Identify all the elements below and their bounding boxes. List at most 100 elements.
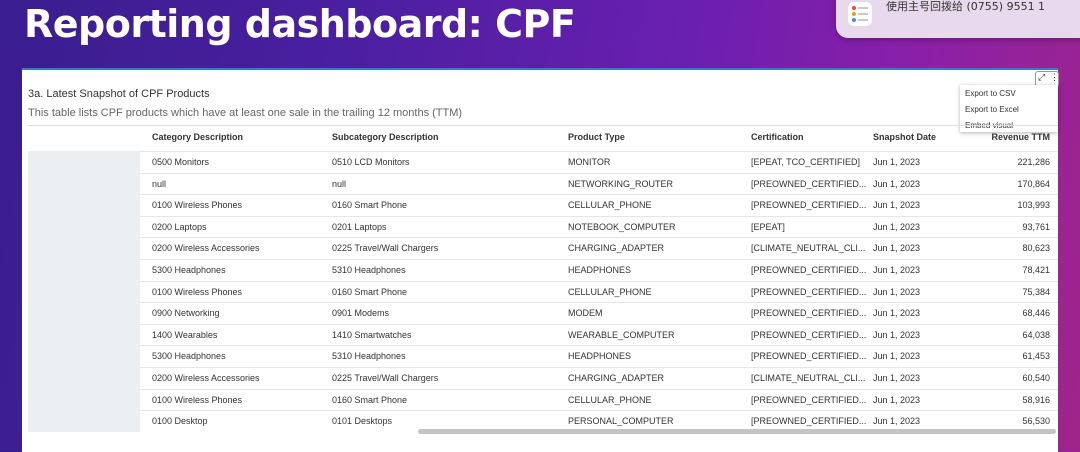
cell-category: 0100 Wireless Phones: [152, 286, 243, 297]
cell-subcategory: 0510 LCD Monitors: [332, 157, 410, 167]
slide-title: Reporting dashboard: CPF: [24, 2, 576, 46]
column-header-product-type[interactable]: Product Type: [568, 132, 625, 142]
cell-product-type: NETWORKING_ROUTER: [568, 178, 674, 189]
cell-certification: [PREOWNED_CERTIFIED...: [751, 308, 867, 319]
cell-category: 0100 Desktop: [152, 416, 208, 427]
cell-category: 1400 Wearables: [152, 329, 218, 340]
cell-category: null: [152, 178, 167, 189]
cell-product-type: PERSONAL_COMPUTER: [568, 416, 674, 427]
cell-revenue-ttm: 80,623: [1022, 243, 1050, 254]
column-header-subcategory[interactable]: Subcategory Description: [332, 132, 439, 142]
cell-category: 0900 Networking: [152, 308, 220, 319]
cell-revenue-ttm: 170,864: [1017, 178, 1050, 189]
cell-product-type: CELLULAR_PHONE: [568, 200, 652, 211]
visual-options-menu: Export to CSV Export to Excel Embed visu…: [960, 85, 1058, 132]
cell-revenue-ttm: 64,038: [1022, 329, 1050, 340]
table-row[interactable]: null null NETWORKING_ROUTER [PREOWNED_CERTI…: [140, 172, 1058, 195]
cell-certification: [CLIMATE_NEUTRAL_CLI...: [751, 243, 866, 254]
column-header-snapshot-date[interactable]: Snapshot Date: [873, 132, 937, 142]
cell-snapshot-date: Jun 1, 2023: [873, 394, 921, 405]
table-row[interactable]: 0500 Monitors 0510 LCD Monitors MONITOR [EP…: [140, 151, 1058, 173]
cell-subcategory: 0225 Travel/Wall Chargers: [332, 243, 439, 254]
cell-product-type: CHARGING_ADAPTER: [568, 243, 665, 254]
cell-category: 5300 Headphones: [152, 265, 226, 275]
data-table: Category Description Subcategory Descrip…: [28, 125, 1058, 437]
table-row[interactable]: 0900 Networking 0901 Modems MODEM [PREOWNED…: [140, 302, 1058, 324]
table-row[interactable]: 0100 Wireless Phones 0160 Smart Phone CELL…: [140, 194, 1058, 216]
cell-revenue-ttm: 56,530: [1022, 416, 1050, 427]
cell-revenue-ttm: 58,916: [1022, 394, 1050, 405]
cell-subcategory: null: [332, 178, 347, 189]
cell-snapshot-date: Jun 1, 2023: [873, 329, 921, 340]
cell-certification: [PREOWNED_CERTIFIED...: [751, 200, 867, 211]
cell-certification: [EPEAT, TCO_CERTIFIED]: [751, 157, 861, 167]
cell-subcategory: 5310 Headphones: [332, 265, 406, 275]
cell-subcategory: 5310 Headphones: [332, 351, 406, 362]
visual-subtitle: This table lists CPF products which have…: [28, 107, 463, 119]
cell-snapshot-date: Jun 1, 2023: [873, 286, 921, 297]
cell-revenue-ttm: 75,384: [1022, 286, 1050, 297]
notification-text: 使用主号回拨给 (0755) 9551 1: [886, 0, 1046, 13]
more-options-icon[interactable]: ⋮: [1050, 72, 1059, 82]
cell-snapshot-date: Jun 1, 2023: [873, 200, 921, 211]
cell-revenue-ttm: 60,540: [1022, 373, 1050, 383]
cell-product-type: WEARABLE_COMPUTER: [568, 329, 675, 340]
reminders-app-icon: [848, 2, 872, 26]
cell-snapshot-date: Jun 1, 2023: [873, 416, 921, 427]
expand-icon[interactable]: ⤢: [1038, 72, 1046, 82]
column-header-revenue-ttm[interactable]: Revenue TTM: [991, 132, 1050, 142]
cell-certification: [PREOWNED_CERTIFIED...: [751, 394, 867, 405]
cell-category: 0100 Wireless Phones: [152, 394, 243, 405]
cell-category: 0200 Wireless Accessories: [152, 243, 260, 254]
column-header-category[interactable]: Category Description: [152, 132, 244, 142]
table-row[interactable]: 5300 Headphones 5310 Headphones HEADPHONES…: [140, 345, 1058, 367]
cell-certification: [EPEAT]: [751, 221, 785, 232]
table-row[interactable]: 0200 Wireless Accessories 0225 Travel/Wal…: [140, 237, 1058, 259]
table-row[interactable]: 5300 Headphones 5310 Headphones HEADPHONES…: [140, 259, 1058, 281]
cell-certification: [PREOWNED_CERTIFIED...: [751, 265, 867, 275]
table-row[interactable]: 1400 Wearables 1410 Smartwatches WEARABLE_…: [140, 323, 1058, 346]
cell-certification: [PREOWNED_CERTIFIED...: [751, 178, 867, 189]
cell-certification: [PREOWNED_CERTIFIED...: [751, 351, 867, 362]
menu-item-export-csv[interactable]: Export to CSV: [965, 89, 1016, 98]
cell-category: 0500 Monitors: [152, 157, 210, 167]
cell-product-type: CELLULAR_PHONE: [568, 286, 652, 297]
cell-subcategory: 0901 Modems: [332, 308, 390, 319]
table-row[interactable]: 0200 Wireless Accessories 0225 Travel/Wal…: [140, 367, 1058, 389]
cell-revenue-ttm: 61,453: [1022, 351, 1050, 362]
cell-product-type: CHARGING_ADAPTER: [568, 373, 665, 383]
cell-subcategory: 1410 Smartwatches: [332, 329, 412, 340]
cell-certification: [PREOWNED_CERTIFIED...: [751, 286, 867, 297]
cell-product-type: MODEM: [568, 308, 603, 319]
cell-certification: [PREOWNED_CERTIFIED...: [751, 416, 867, 427]
table-row[interactable]: 0100 Desktop 0101 Desktops PERSONAL_COMPUT…: [140, 410, 1058, 432]
table-row[interactable]: 0100 Wireless Phones 0160 Smart Phone CELL…: [140, 280, 1058, 303]
cell-revenue-ttm: 68,446: [1022, 308, 1050, 319]
row-header-placeholder: [28, 151, 140, 432]
dashboard-visual-panel: 3a. Latest Snapshot of CPF Products This…: [22, 68, 1059, 452]
cell-category: 0200 Wireless Accessories: [152, 373, 260, 383]
cell-subcategory: 0160 Smart Phone: [332, 394, 408, 405]
cell-certification: [CLIMATE_NEUTRAL_CLI...: [751, 373, 866, 383]
table-row[interactable]: 0100 Wireless Phones 0160 Smart Phone CELL…: [140, 388, 1058, 411]
visual-title: 3a. Latest Snapshot of CPF Products: [28, 88, 210, 100]
horizontal-scrollbar[interactable]: [418, 429, 1056, 434]
cell-product-type: NOTEBOOK_COMPUTER: [568, 221, 676, 232]
cell-snapshot-date: Jun 1, 2023: [873, 265, 921, 275]
cell-snapshot-date: Jun 1, 2023: [873, 308, 921, 319]
cell-revenue-ttm: 221,286: [1017, 157, 1050, 167]
menu-item-export-excel[interactable]: Export to Excel: [965, 105, 1019, 114]
column-header-certification[interactable]: Certification: [751, 132, 804, 142]
cell-snapshot-date: Jun 1, 2023: [873, 351, 921, 362]
cell-snapshot-date: Jun 1, 2023: [873, 178, 921, 189]
cell-snapshot-date: Jun 1, 2023: [873, 221, 921, 232]
cell-subcategory: 0101 Desktops: [332, 416, 393, 427]
notification-banner[interactable]: 使用主号回拨给 (0755) 9551 1: [836, 0, 1080, 38]
cell-snapshot-date: Jun 1, 2023: [873, 373, 921, 383]
cell-certification: [PREOWNED_CERTIFIED...: [751, 329, 867, 340]
table-row[interactable]: 0200 Laptops 0201 Laptops NOTEBOOK_COMPUTE…: [140, 215, 1058, 238]
cell-revenue-ttm: 103,993: [1017, 200, 1050, 211]
cell-product-type: CELLULAR_PHONE: [568, 394, 652, 405]
cell-product-type: HEADPHONES: [568, 351, 632, 362]
cell-snapshot-date: Jun 1, 2023: [873, 243, 921, 254]
